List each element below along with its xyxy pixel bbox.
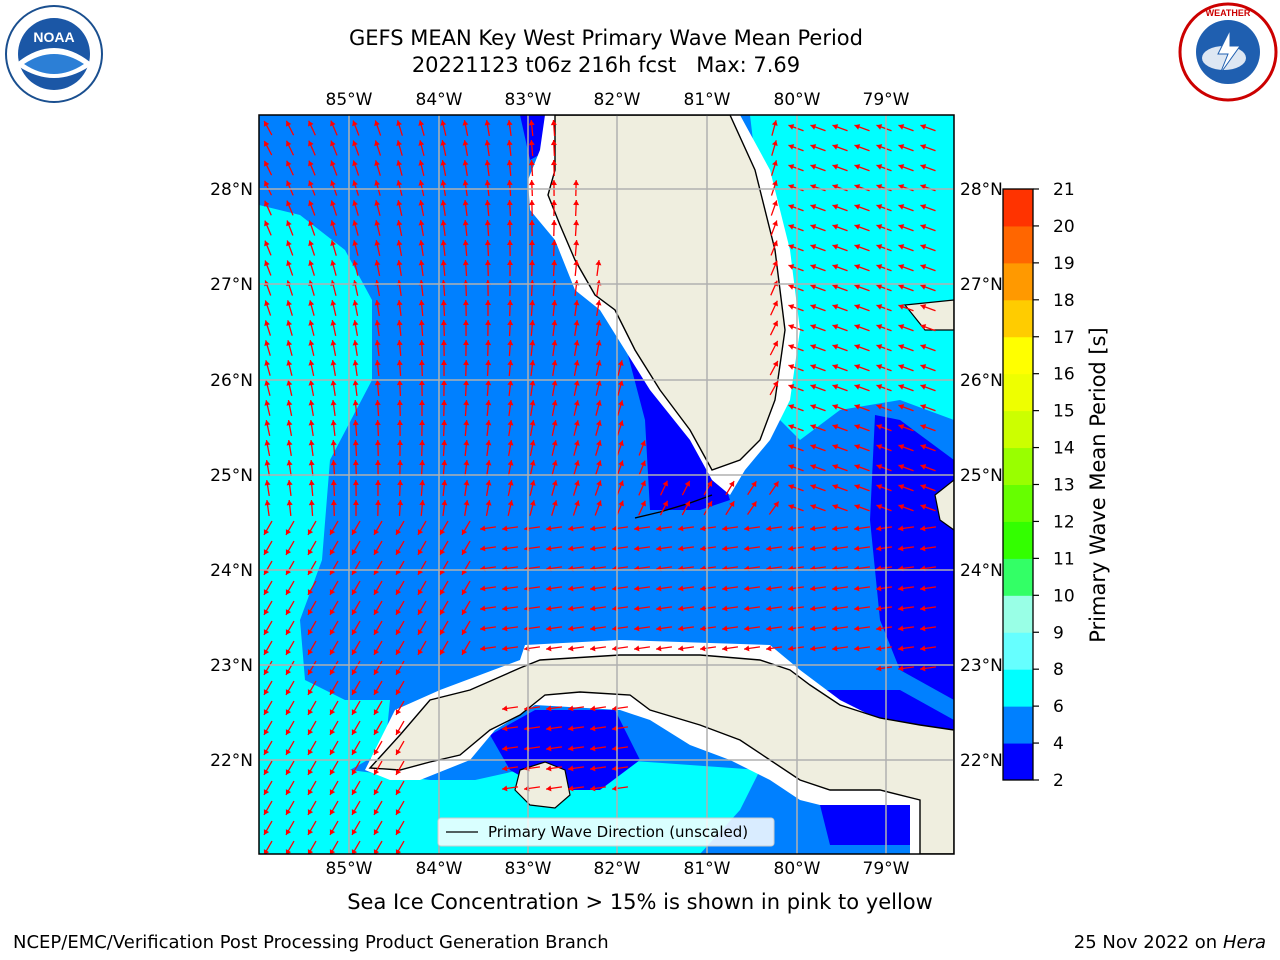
legend-box: [437, 817, 775, 847]
lon-label-top: 84°W: [416, 90, 463, 110]
lon-label-top: 83°W: [505, 90, 552, 110]
colorbar-tick-label: 6: [1053, 697, 1064, 717]
colorbar-segment: [1003, 447, 1033, 485]
land-bahamas-north: [903, 299, 954, 331]
colorbar-tick-label: 11: [1053, 549, 1075, 569]
colorbar-tick-label: 4: [1053, 734, 1064, 754]
lon-label-bottom: 80°W: [774, 859, 821, 879]
colorbar-tick-label: 19: [1053, 254, 1075, 274]
lon-labels-top: 85°W 84°W 83°W 82°W 81°W 80°W 79°W: [326, 90, 910, 110]
lon-label-top: 79°W: [863, 90, 910, 110]
colorbar-segment: [1003, 743, 1033, 781]
map-title: GEFS MEAN Key West Primary Wave Mean Per…: [349, 26, 863, 50]
colorbar-segment: [1003, 410, 1033, 449]
colorbar-segment: [1003, 262, 1033, 301]
lon-label-top: 80°W: [774, 90, 821, 110]
lat-label-left: 24°N: [210, 561, 253, 581]
colorbar-segment: [1003, 225, 1033, 264]
colorbar-segment: [1003, 189, 1033, 227]
colorbar-segment: [1003, 299, 1033, 338]
colorbar-segment: [1003, 521, 1033, 559]
map-area: [259, 115, 954, 854]
colorbar-segment: [1003, 484, 1033, 522]
lon-label-bottom: 85°W: [326, 859, 373, 879]
colorbar-segment: [1003, 632, 1033, 670]
colorbar-segment: [1003, 558, 1033, 596]
lat-label-right: 27°N: [960, 275, 1003, 295]
lat-label-left: 26°N: [210, 371, 253, 391]
period-band-2-4-bahamas: [870, 415, 954, 700]
florida-keys: [634, 494, 713, 519]
wave-direction-arrows: [263, 119, 937, 854]
colorbar-segment: [1003, 706, 1033, 744]
colorbar-tick-label: 13: [1053, 476, 1075, 496]
colorbar-tick-label: 18: [1053, 291, 1075, 311]
legend-label: Primary Wave Direction (unscaled): [488, 823, 748, 841]
footer-date-text: 25 Nov 2022 on: [1073, 932, 1218, 953]
land-cuba: [368, 654, 954, 854]
footer-branch: NCEP/EMC/Verification Post Processing Pr…: [13, 932, 609, 953]
colorbar-tick-label: 21: [1053, 180, 1075, 200]
lon-labels-bottom: 85°W 84°W 83°W 82°W 81°W 80°W 79°W: [326, 859, 910, 879]
lat-label-right: 24°N: [960, 561, 1003, 581]
lon-label-bottom: 84°W: [416, 859, 463, 879]
colorbar-segment: [1003, 373, 1033, 412]
map-subtitle: 20221123 t06z 216h fcst Max: 7.69: [411, 53, 801, 77]
colorbar-tick-label: 15: [1053, 402, 1075, 422]
lon-label-bottom: 82°W: [594, 859, 641, 879]
map-gridlines: [259, 115, 954, 854]
colorbar-tick-label: 20: [1053, 217, 1075, 237]
lat-label-left: 27°N: [210, 275, 253, 295]
lat-label-right: 28°N: [960, 180, 1003, 200]
lon-label-top: 81°W: [684, 90, 731, 110]
land-bahamas-andros: [934, 479, 954, 531]
colorbar-segment: [1003, 336, 1033, 375]
lat-label-left: 22°N: [210, 751, 253, 771]
lat-label-right: 22°N: [960, 751, 1003, 771]
lat-label-left: 25°N: [210, 466, 253, 486]
footer-machine: Hera: [1222, 932, 1266, 953]
period-band-6-8: [259, 205, 520, 854]
map-frame: [258, 114, 955, 855]
colorbar-tick-label: 8: [1053, 660, 1064, 680]
colorbar-tick-label: 17: [1053, 328, 1075, 348]
colorbar-tick-label: 12: [1053, 512, 1075, 532]
lat-labels-left: 28°N 27°N 26°N 25°N 24°N 23°N 22°N: [210, 180, 253, 771]
nws-logo: WEATHER: [1178, 2, 1278, 102]
lat-label-left: 23°N: [210, 656, 253, 676]
colorbar-segment: [1003, 669, 1033, 707]
lat-label-left: 28°N: [210, 180, 253, 200]
land-florida: [547, 115, 786, 471]
lat-labels-right: 28°N 27°N 26°N 25°N 24°N 23°N 22°N: [960, 180, 1003, 771]
lon-label-bottom: 83°W: [505, 859, 552, 879]
colorbar-segment: [1003, 595, 1033, 633]
map-legend: Primary Wave Direction (unscaled): [437, 817, 775, 847]
colorbar-tick-label: 16: [1053, 365, 1075, 385]
svg-text:NOAA: NOAA: [33, 29, 74, 45]
sea-ice-caption: Sea Ice Concentration > 15% is shown in …: [347, 890, 933, 914]
colorbar: 2 4 6 8 9 10 11 12 13 14 15 16 17 18 19 20 21: [1002, 180, 1075, 791]
colorbar-tick-label: 2: [1053, 771, 1064, 791]
lat-label-right: 23°N: [960, 656, 1003, 676]
colorbar-tick-label: 9: [1053, 623, 1064, 643]
lon-label-bottom: 81°W: [684, 859, 731, 879]
svg-text:WEATHER: WEATHER: [1206, 8, 1251, 18]
colorbar-label: Primary Wave Mean Period [s]: [1086, 327, 1110, 643]
lon-label-top: 85°W: [326, 90, 373, 110]
noaa-logo: NOAA: [5, 5, 103, 103]
colorbar-tick-label: 14: [1053, 439, 1075, 459]
lat-label-right: 25°N: [960, 466, 1003, 486]
footer-date: 25 Nov 2022 on Hera: [1074, 932, 1266, 953]
colorbar-tick-label: 10: [1053, 586, 1075, 606]
period-band-6-8-east: [750, 115, 954, 440]
lon-label-top: 82°W: [594, 90, 641, 110]
lon-label-bottom: 79°W: [863, 859, 910, 879]
lat-label-right: 26°N: [960, 371, 1003, 391]
period-band-2-4-south: [820, 805, 910, 845]
